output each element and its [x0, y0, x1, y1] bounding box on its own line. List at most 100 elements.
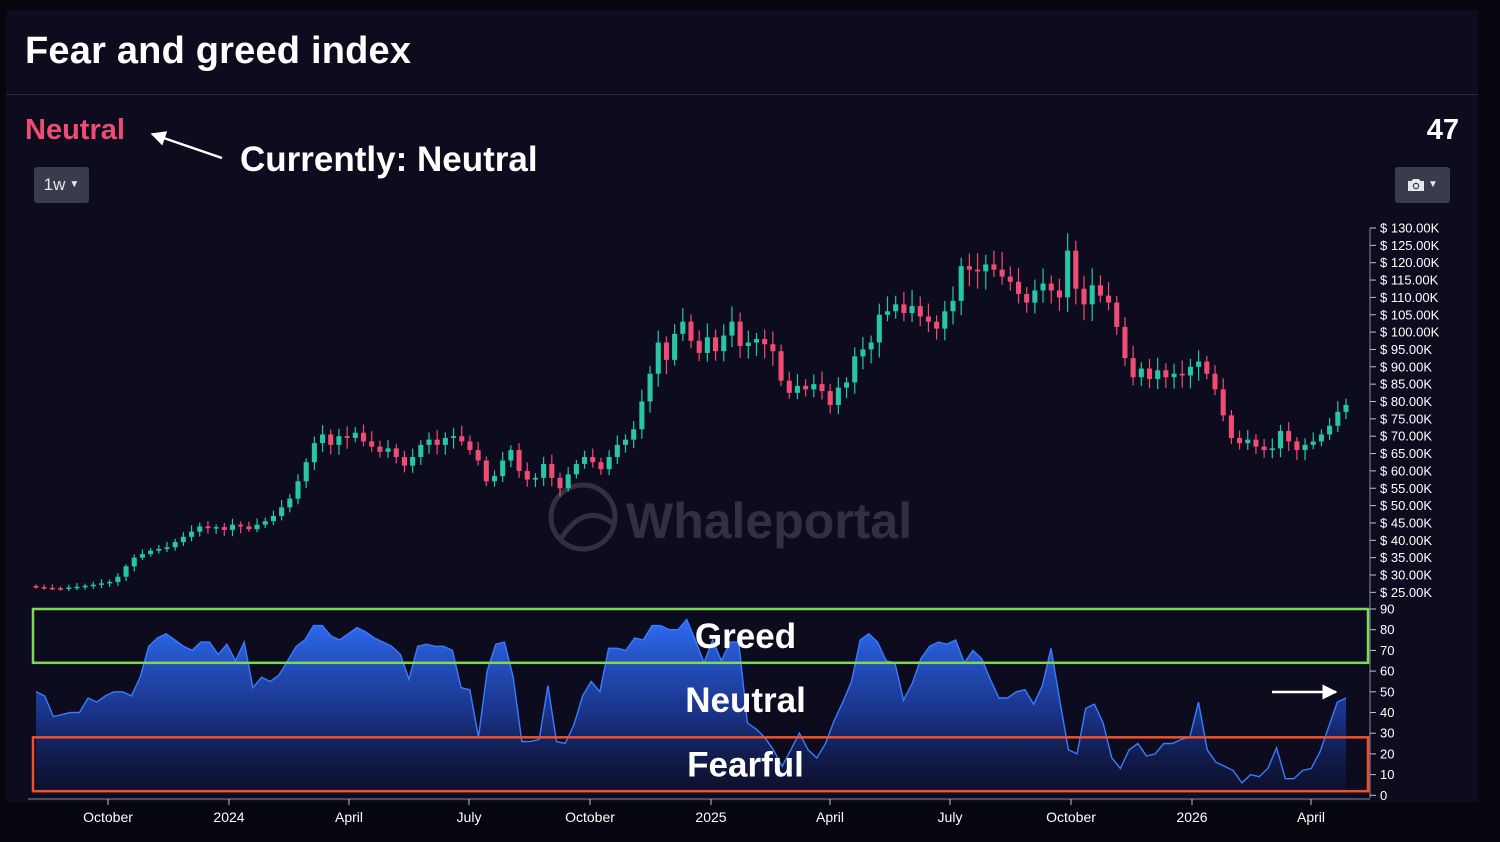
candle [860, 336, 866, 370]
candle [328, 429, 334, 455]
price-tick-label: $ 80.00K [1380, 394, 1432, 409]
zone-box-greed [31, 607, 1370, 665]
candle-body [336, 436, 342, 445]
timeframe-dropdown[interactable]: 1w ▼ [34, 167, 89, 203]
candle-body [762, 339, 768, 345]
candle-body [139, 554, 145, 558]
candle [639, 389, 645, 439]
candle-body [868, 342, 874, 350]
candle-body [410, 457, 416, 466]
candle [524, 462, 530, 487]
candle [475, 441, 481, 466]
zone-label-fearful: Fearful [687, 745, 804, 784]
candle [483, 456, 489, 487]
candle-body [426, 439, 432, 445]
screenshot-button[interactable]: ▼ [1395, 167, 1450, 203]
candle [393, 444, 399, 464]
candle [532, 473, 538, 488]
fng-tick-label: 10 [1380, 767, 1394, 782]
candle-body [1253, 439, 1259, 447]
fng-tick-label: 70 [1380, 643, 1394, 658]
candle [655, 330, 661, 387]
candle-body [606, 457, 612, 470]
candle-body [197, 526, 203, 532]
candle [590, 448, 596, 468]
fng-tick-label: 40 [1380, 705, 1394, 720]
camera-icon [1408, 179, 1425, 191]
candle [205, 520, 211, 534]
candle-body [852, 356, 858, 383]
candle [901, 291, 907, 322]
candle [1155, 357, 1161, 390]
candle-body [1277, 430, 1284, 449]
candle [516, 443, 522, 478]
candle [1204, 355, 1210, 380]
candle [336, 428, 342, 455]
watermark: Whaleportal [548, 482, 912, 552]
candle [1114, 295, 1120, 335]
candle [246, 521, 252, 532]
candle [1073, 240, 1079, 305]
candle [925, 303, 931, 333]
candle [410, 448, 416, 473]
candle-body [770, 344, 776, 352]
chevron-down-icon: ▼ [69, 179, 80, 190]
candle [991, 250, 997, 278]
candle [385, 440, 391, 458]
candle [189, 525, 195, 542]
candle-body [328, 434, 334, 445]
candle-body [262, 521, 268, 525]
candle-body [819, 384, 825, 392]
fear-greed-line [35, 618, 1347, 784]
candle-body [1286, 430, 1292, 442]
candle-body [557, 477, 563, 489]
candle-body [66, 587, 72, 589]
candle-body [1130, 358, 1136, 378]
candle-body [893, 304, 899, 312]
price-tick-label: $ 65.00K [1380, 446, 1432, 461]
candle [1081, 275, 1087, 321]
candle-body [418, 444, 424, 458]
candle-body [729, 321, 735, 336]
candle-body [532, 477, 538, 480]
candle [1106, 282, 1112, 311]
candle [295, 474, 301, 505]
candle-body [98, 583, 105, 585]
candle [688, 314, 694, 349]
candle [459, 425, 465, 446]
candle-body [942, 311, 948, 329]
candle [1277, 424, 1284, 458]
candle [352, 427, 358, 443]
candle [966, 253, 972, 287]
fear-greed-axis: 90 80 70 60 50 40 30 20 10 0 [1370, 602, 1394, 803]
candle-body [721, 335, 727, 352]
candle [221, 522, 227, 536]
candle [819, 371, 825, 400]
time-tick-label: 2026 [1176, 809, 1207, 825]
price-tick-label: $ 85.00K [1380, 377, 1432, 392]
candle [1097, 275, 1103, 303]
candle [1212, 365, 1218, 396]
candle [622, 434, 629, 453]
candle [745, 330, 751, 359]
candle [1024, 286, 1030, 313]
price-tick-label: $ 40.00K [1380, 533, 1432, 548]
price-tick-label: $ 55.00K [1380, 481, 1432, 496]
price-tick-label: $ 100.00K [1380, 325, 1440, 340]
candle [598, 457, 604, 475]
candle [508, 445, 514, 468]
candle [434, 429, 440, 455]
candle [426, 432, 432, 454]
time-tick-label: 2024 [213, 809, 244, 825]
candle [557, 472, 563, 497]
candle [262, 517, 268, 529]
candle [1343, 398, 1349, 420]
candle [164, 541, 170, 553]
candle [500, 452, 506, 483]
candle-body [344, 436, 350, 438]
candle [827, 383, 833, 414]
candle [975, 253, 981, 289]
candle-body [1237, 437, 1243, 444]
candle-body [1015, 281, 1022, 294]
price-tick-label: $ 115.00K [1380, 273, 1439, 288]
